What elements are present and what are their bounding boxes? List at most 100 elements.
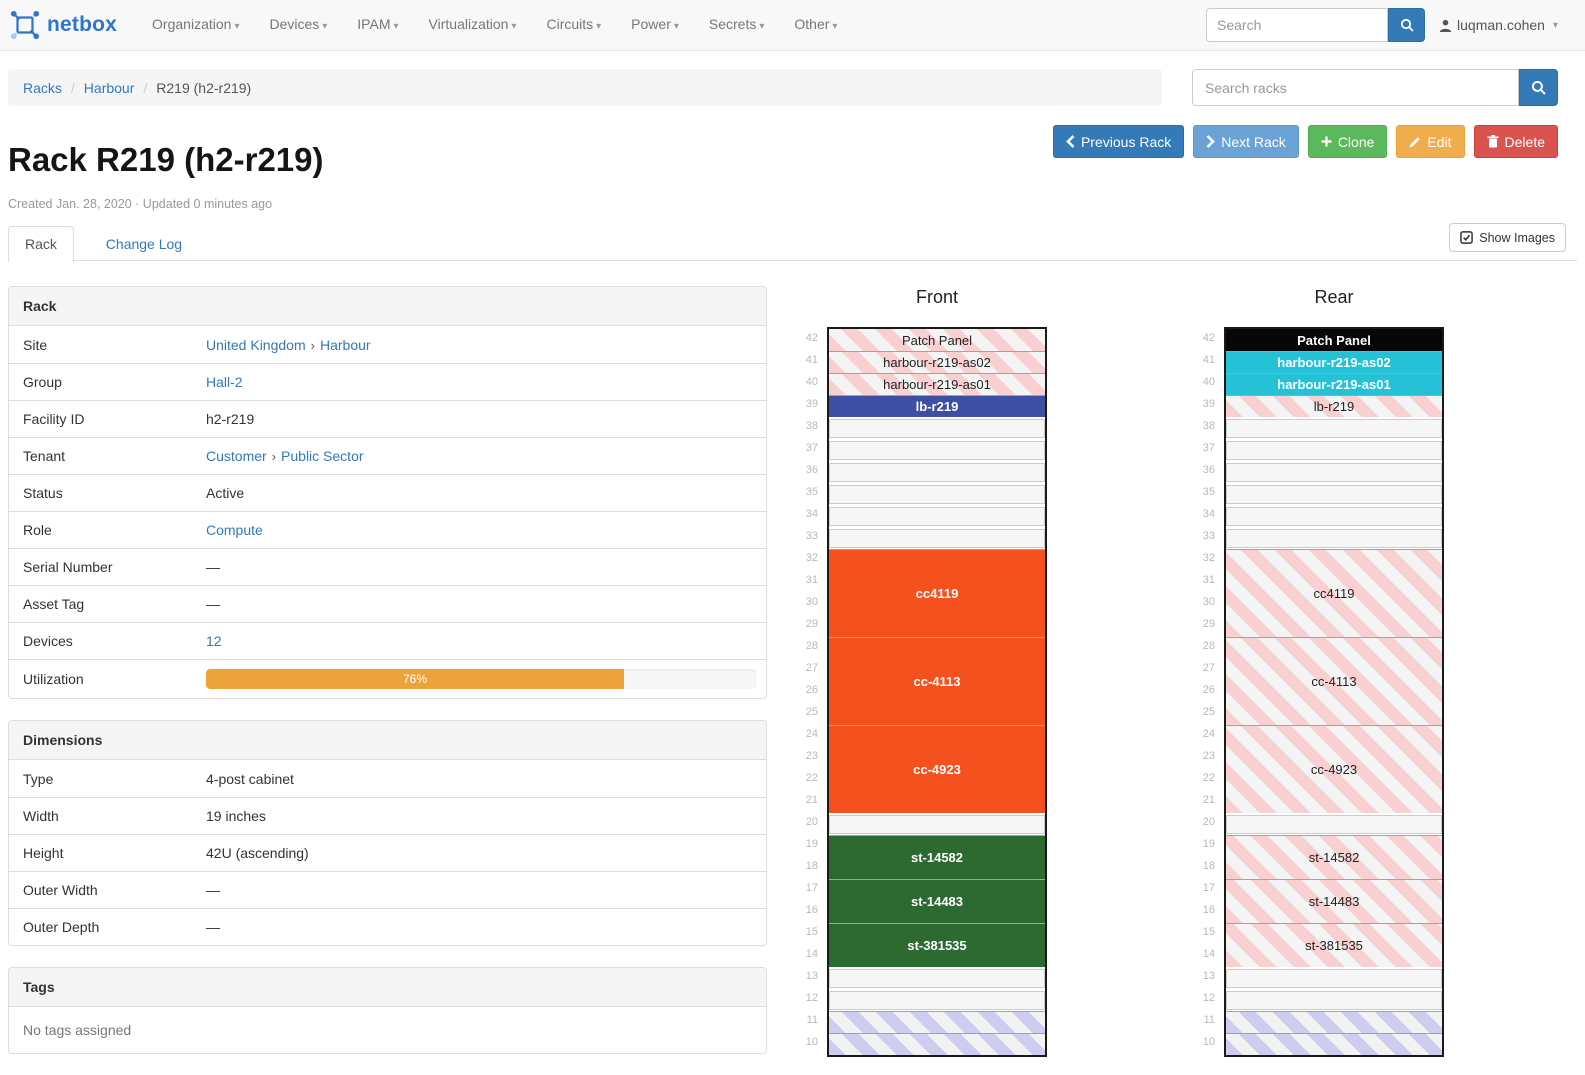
nav-menu-virtualization[interactable]: Virtualization ▾ [428,15,517,32]
empty-slot[interactable] [829,505,1045,527]
value-link[interactable]: Hall-2 [206,374,243,390]
breadcrumb-item[interactable]: Racks [23,79,62,96]
nav-menu-organization[interactable]: Organization ▾ [152,15,240,32]
chevron-down-icon: ▾ [832,20,838,32]
unit-number: 15 [805,926,818,938]
unit-number: 37 [805,442,818,454]
unit-number: 19 [1202,838,1215,850]
unit-number: 22 [1202,772,1215,784]
edit-button[interactable]: Edit [1396,125,1465,158]
opposite-face-device-slot: st-14582 [1226,835,1442,879]
empty-slot[interactable] [1226,505,1442,527]
device-slot[interactable]: cc-4923 [829,725,1045,813]
empty-slot[interactable] [1226,813,1442,835]
nav-menu-secrets[interactable]: Secrets ▾ [708,15,765,32]
page-subtitle: Created Jan. 28, 2020 · Updated 0 minute… [8,197,273,211]
attribute-row: Tenant Customer › Public Sector [9,437,766,474]
empty-slot[interactable] [829,483,1045,505]
empty-slot[interactable] [1226,483,1442,505]
attribute-row: Devices 12 [9,622,766,659]
empty-slot[interactable] [1226,439,1442,461]
empty-slot-pane [829,529,1045,548]
rack-search-input[interactable] [1192,69,1519,106]
primary-nav: Organization ▾ Devices ▾ IPAM ▾ Virtualization… [137,0,852,52]
device-slot[interactable]: st-14582 [829,835,1045,879]
user-menu[interactable]: luqman.cohen ▾ [1439,17,1558,33]
tab-rack[interactable]: Rack [8,226,74,262]
device-slot[interactable]: harbour-r219-as01 [1226,373,1442,395]
device-slot[interactable]: Patch Panel [1226,329,1442,351]
device-slot[interactable]: lb-r219 [829,395,1045,417]
unit-number: 42 [1202,332,1215,344]
unit-number: 14 [805,948,818,960]
reserved-slot [829,1011,1045,1033]
clone-button[interactable]: Clone [1307,125,1388,158]
unit-number: 30 [1202,596,1215,608]
empty-slot[interactable] [829,417,1045,439]
attribute-row: Outer Depth — [9,908,766,945]
value-link[interactable]: United Kingdom [206,336,306,353]
global-search-input[interactable] [1206,8,1389,42]
empty-slot[interactable] [1226,989,1442,1011]
tab-bar: Rack Change Log Show Images [8,223,1577,262]
unit-number: 37 [1202,442,1215,454]
rack-actions: Previous Rack Next Rack Clone Edit Delet… [1052,125,1558,158]
attribute-label: Group [23,374,62,390]
empty-slot[interactable] [829,967,1045,989]
value-link[interactable]: 12 [206,633,222,649]
next-rack-button[interactable]: Next Rack [1193,125,1299,158]
value-link[interactable]: Customer [206,448,267,464]
netbox-brand[interactable]: netbox [10,10,117,40]
value-link[interactable]: Public Sector [281,448,364,464]
show-images-button[interactable]: Show Images [1449,223,1566,252]
unit-number: 34 [1202,508,1215,520]
nav-menu-devices[interactable]: Devices ▾ [269,15,328,32]
nav-menu-circuits[interactable]: Circuits ▾ [546,15,602,32]
value-link[interactable]: Compute [206,522,263,538]
delete-button[interactable]: Delete [1473,125,1558,158]
unit-number: 33 [805,530,818,542]
breadcrumb-item[interactable]: Harbour [83,79,135,96]
empty-slot-pane [1226,441,1442,460]
unit-number: 36 [1202,464,1215,476]
empty-slot[interactable] [1226,461,1442,483]
empty-slot[interactable] [829,813,1045,835]
empty-slot-pane [829,419,1045,438]
empty-slot[interactable] [1226,417,1442,439]
attribute-label: Width [23,808,59,824]
empty-slot[interactable] [829,461,1045,483]
chevron-down-icon: ▾ [511,20,517,32]
empty-slot[interactable] [1226,527,1442,549]
device-slot[interactable]: harbour-r219-as02 [1226,351,1442,373]
empty-slot[interactable] [829,989,1045,1011]
empty-slot-pane [1226,419,1442,438]
unit-number: 40 [805,376,818,388]
empty-slot[interactable] [829,527,1045,549]
value-link[interactable]: Harbour [319,336,371,353]
device-slot[interactable]: st-381535 [829,923,1045,967]
rear-rack: Patch Panel harbour-r219-as02 harbour-r219… [1224,327,1444,1057]
previous-rack-button[interactable]: Previous Rack [1052,125,1185,158]
attribute-label: Facility ID [23,411,85,427]
chevron-right-icon [1206,135,1216,148]
unit-number: 23 [805,750,818,762]
device-slot[interactable]: st-14483 [829,879,1045,923]
nav-menu-power[interactable]: Power ▾ [631,15,679,32]
breadcrumb-separator: / [143,79,148,96]
rack-search-button[interactable] [1519,69,1558,106]
attribute-value: 76% [206,660,766,698]
empty-slot[interactable] [829,439,1045,461]
empty-slot-pane [1226,463,1442,482]
tab-change-log[interactable]: Change Log [105,236,183,252]
device-slot[interactable]: cc-4113 [829,637,1045,725]
device-slot[interactable]: cc4119 [829,549,1045,637]
chevron-down-icon: ▾ [234,20,240,32]
chevron-down-icon: ▾ [596,20,602,32]
nav-menu-other[interactable]: Other ▾ [794,15,838,32]
nav-menu-ipam[interactable]: IPAM ▾ [357,15,399,32]
empty-slot[interactable] [1226,967,1442,989]
unit-number: 24 [805,728,818,740]
chevron-down-icon: ▾ [1552,19,1558,31]
global-search-button[interactable] [1388,8,1426,42]
front-elevation: Front 42 41 40 39 38 37 36 35 34 33 32 31 30 29 28 27 26… [785,286,1047,1057]
